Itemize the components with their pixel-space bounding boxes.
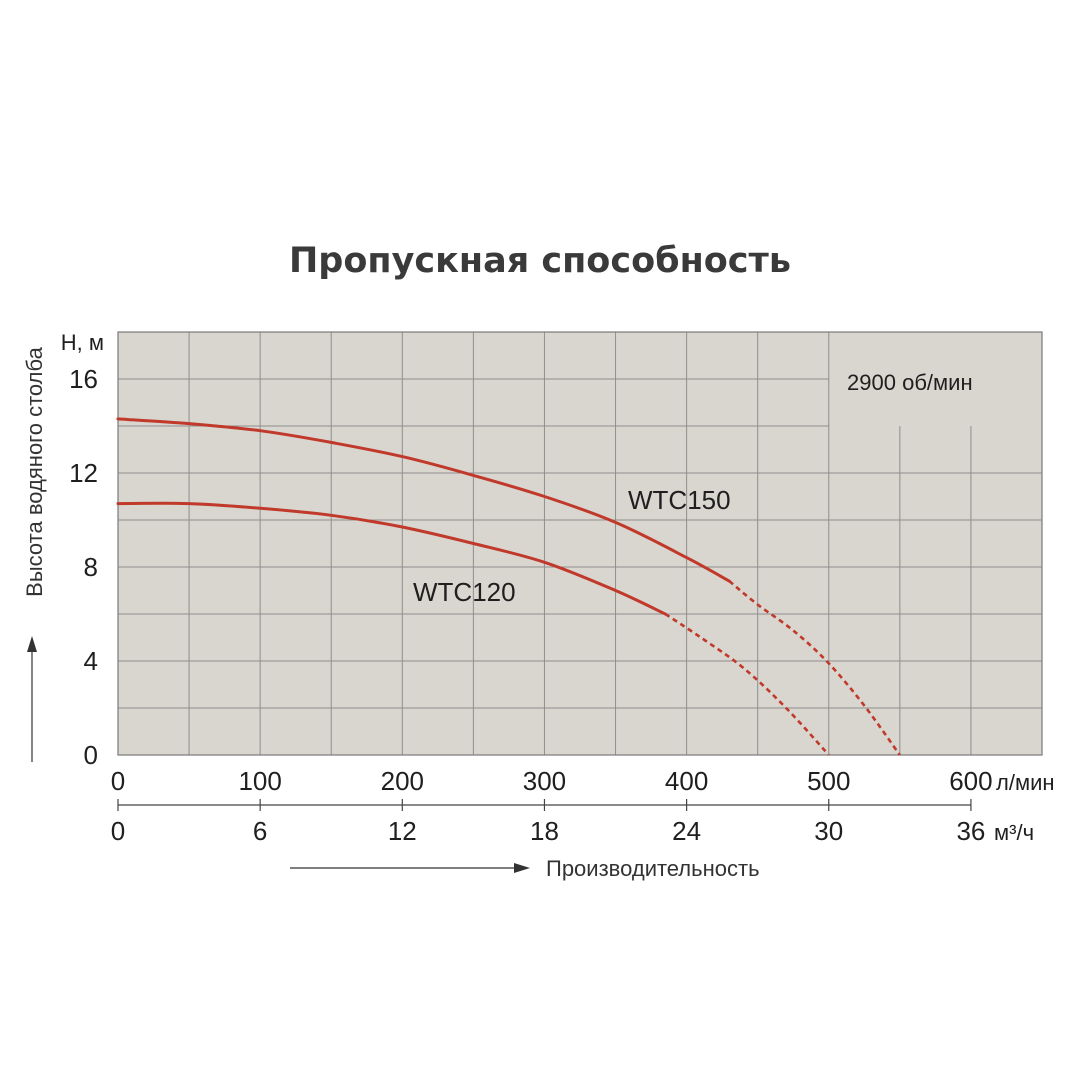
series-line-dashed-wtc150 xyxy=(728,580,901,756)
series-line-dashed-wtc120 xyxy=(664,612,830,756)
x-tick-label-primary: 300 xyxy=(523,766,566,796)
chart-title: Пропускная способность xyxy=(289,241,791,281)
x-tick-label-primary: 100 xyxy=(238,766,281,796)
x-tick-label-secondary: 24 xyxy=(672,816,701,846)
x-axis-title: Производительность xyxy=(546,856,760,881)
x-tick-label-secondary: 0 xyxy=(111,816,125,846)
x-tick-label-secondary: 18 xyxy=(530,816,559,846)
x-tick-label-secondary: 6 xyxy=(253,816,267,846)
series-label-wtc120: WTC120 xyxy=(413,577,516,607)
y-tick-label: 0 xyxy=(84,740,98,770)
speed-annotation: 2900 об/мин xyxy=(847,370,973,395)
x-unit-secondary: м³/ч xyxy=(994,820,1034,845)
y-axis-title: Высота водяного столба xyxy=(22,346,47,596)
x-axis-arrow-head xyxy=(514,863,530,873)
y-tick-label: 8 xyxy=(84,552,98,582)
x-tick-label-primary: 400 xyxy=(665,766,708,796)
series-line-wtc150 xyxy=(116,417,731,583)
x-tick-label-primary: 200 xyxy=(381,766,424,796)
x-tick-label-secondary: 36 xyxy=(956,816,985,846)
series-line-wtc120 xyxy=(116,501,667,616)
x-tick-label-primary: 600 xyxy=(949,766,992,796)
x-tick-label-secondary: 30 xyxy=(814,816,843,846)
x-tick-label-primary: 0 xyxy=(111,766,125,796)
y-tick-label: 12 xyxy=(69,458,98,488)
y-axis-arrow-head xyxy=(27,636,37,652)
y-tick-label: 16 xyxy=(69,364,98,394)
x-tick-label-primary: 500 xyxy=(807,766,850,796)
x-unit-primary: л/мин xyxy=(996,770,1055,795)
y-tick-label: 4 xyxy=(84,646,98,676)
plot-frame xyxy=(117,331,1043,756)
series-label-wtc150: WTC150 xyxy=(628,485,731,515)
annotation-box xyxy=(829,333,1041,426)
x-tick-label-secondary: 12 xyxy=(388,816,417,846)
y-unit-label: Н, м xyxy=(61,330,104,355)
